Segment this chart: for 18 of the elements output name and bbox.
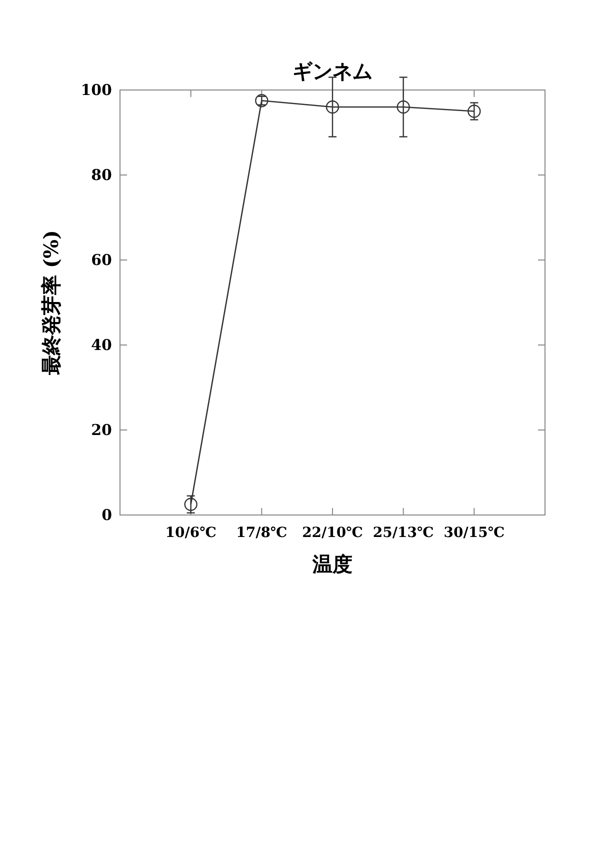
x-tick-label: 30/15℃ bbox=[444, 525, 505, 541]
y-tick-label: 60 bbox=[91, 251, 112, 269]
chart-title: ギンネム bbox=[292, 59, 372, 83]
y-tick-label: 20 bbox=[91, 421, 112, 439]
point bbox=[326, 100, 340, 114]
x-tick-label: 25/13℃ bbox=[372, 525, 434, 541]
x-tick-label: 10/6℃ bbox=[165, 525, 217, 541]
y-axis-title: 最終発芽率 (%) bbox=[39, 230, 63, 376]
y-tick-label: 40 bbox=[91, 336, 112, 354]
y-tick-label: 100 bbox=[80, 81, 112, 99]
point bbox=[468, 104, 481, 118]
x-tick-label: 17/8℃ bbox=[236, 525, 288, 541]
x-tick-label: 22/10℃ bbox=[302, 525, 364, 541]
y-tick-label: 0 bbox=[102, 506, 112, 524]
point bbox=[184, 498, 198, 511]
point bbox=[396, 100, 410, 114]
y-tick-label: 80 bbox=[91, 166, 112, 184]
x-axis-title: 温度 bbox=[312, 552, 352, 576]
